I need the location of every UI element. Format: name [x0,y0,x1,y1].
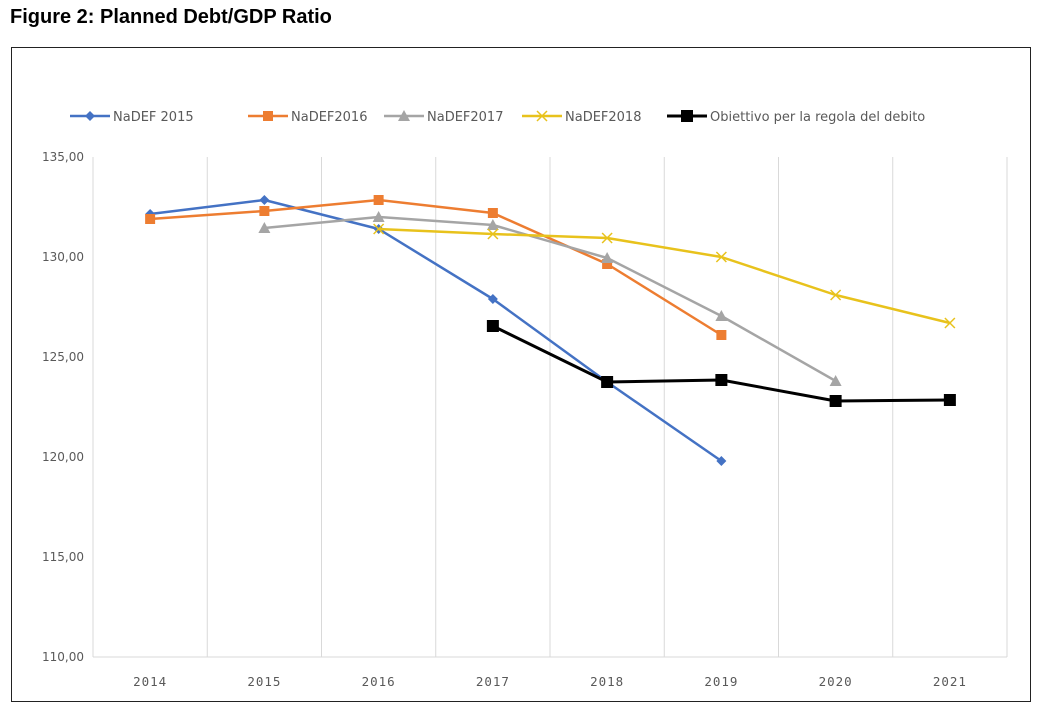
x-marker [536,110,548,122]
x-tick-label: 2015 [247,674,281,689]
square-marker [373,195,384,205]
x-marker [715,251,727,263]
legend-label: NaDEF2018 [565,110,641,125]
square-marker [715,374,728,386]
x-tick-label: 2016 [362,674,396,689]
square-marker [487,208,498,218]
x-tick-label: 2020 [819,674,853,689]
x-marker [601,232,613,244]
x-tick-label: 2014 [133,674,167,689]
x-marker [830,289,842,301]
y-axis-ticks: 110,00 115,00 120,00 125,00 130,00 135,00 [42,150,84,664]
x-tick-label: 2018 [590,674,624,689]
triangle-marker [258,222,271,233]
chart-frame [11,47,1031,702]
y-tick-label: 130,00 [42,250,84,264]
series-lines [145,195,956,466]
square-marker [829,395,842,407]
series-obiettivo-per-la-regola-del-debito [486,320,956,407]
x-tick-label: 2017 [476,674,510,689]
legend-label: NaDEF2016 [291,110,367,125]
triangle-marker [398,110,410,121]
legend-item: Obiettivo per la regola del debito [667,110,925,125]
x-marker [373,223,385,235]
legend-item: NaDEF2016 [248,110,367,125]
y-tick-label: 120,00 [42,450,84,464]
legend-label: NaDEF 2015 [113,110,194,125]
y-tick-label: 110,00 [42,650,84,664]
square-marker [602,259,613,269]
diamond-marker [259,195,270,205]
legend: NaDEF 2015 NaDEF2016 NaDEF2017 NaDEF2018 Obi… [70,110,925,125]
square-marker [601,376,614,388]
figure-title: Figure 2: Planned Debt/GDP Ratio [10,6,332,28]
square-marker [716,330,727,340]
square-marker [259,206,270,216]
legend-item: NaDEF2018 [522,110,641,125]
x-marker [487,228,499,240]
square-marker [145,214,156,224]
y-tick-label: 125,00 [42,350,84,364]
series-nadef2017 [258,211,842,386]
diamond-marker [487,294,498,304]
square-marker [681,110,693,122]
series-nadef2016 [145,195,727,340]
legend-label: NaDEF2017 [427,110,503,125]
x-tick-label: 2019 [704,674,738,689]
series-nadef2018 [373,223,956,329]
square-marker [943,394,956,406]
diamond-marker [85,111,95,121]
gridlines [92,157,1008,658]
series-line [150,198,723,337]
triangle-marker [372,211,385,222]
x-axis-ticks: 2014 2015 2016 2017 2018 2019 2020 2021 [133,674,967,689]
triangle-marker [601,252,614,263]
x-marker [944,317,956,329]
diamond-marker [716,456,727,466]
series-line [378,227,951,325]
legend-label: Obiettivo per la regola del debito [710,110,925,125]
x-tick-label: 2021 [933,674,967,689]
square-marker [263,111,273,121]
triangle-marker [486,219,499,230]
square-marker [486,320,499,332]
series-line [149,198,723,463]
y-tick-label: 135,00 [42,150,84,164]
series-line [264,215,837,383]
legend-item: NaDEF 2015 [70,110,194,125]
triangle-marker [715,310,728,321]
y-tick-label: 115,00 [42,550,84,564]
legend-item: NaDEF2017 [384,110,503,125]
triangle-marker [829,375,842,386]
